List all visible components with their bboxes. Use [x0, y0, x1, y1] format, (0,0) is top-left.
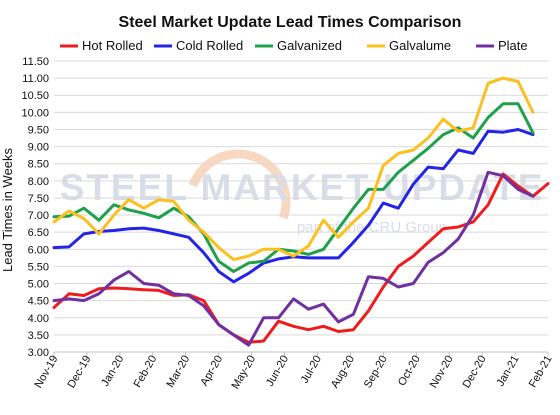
x-tick-label: Jul-20 [299, 354, 324, 386]
x-tick-label: Sep-20 [362, 354, 390, 391]
x-tick-label: Oct-20 [396, 354, 423, 389]
x-axis: Nov-19 Dec-19 Jan-20 Feb-20 Mar-20 Apr-20 May-… [32, 351, 555, 392]
y-tick-label: 10.50 [21, 90, 49, 102]
y-tick-label: 8.50 [28, 159, 49, 171]
series-line-galvanized [52, 102, 535, 273]
x-tick-label: Dec-20 [461, 353, 489, 390]
legend-label-cold-rolled: Cold Rolled [176, 38, 243, 53]
y-tick-label: 9.00 [28, 142, 49, 154]
y-tick-label: 3.00 [28, 347, 49, 359]
x-tick-label: Apr-20 [198, 354, 225, 389]
legend-label-hot-rolled: Hot Rolled [82, 38, 143, 53]
y-tick-label: 9.50 [28, 124, 49, 136]
y-axis-label: Lead Times in Weeks [0, 147, 15, 272]
chart-title: Steel Market Update Lead Times Compariso… [119, 14, 462, 31]
y-tick-label: 4.00 [28, 313, 49, 325]
legend-label-galvanized: Galvanized [277, 38, 342, 53]
legend-label-galvalume: Galvalume [389, 38, 451, 53]
y-tick-label: 6.00 [28, 244, 49, 256]
y-axis: 3.00 3.50 4.00 4.50 5.00 5.50 6.00 6.50 7.00 7.50… [21, 56, 49, 359]
watermark-text: STEEL MARKET UPDATE [60, 167, 545, 208]
y-tick-label: 3.50 [28, 330, 49, 342]
y-tick-label: 4.50 [28, 296, 49, 308]
x-tick-label: Jan-20 [99, 354, 126, 389]
y-tick-label: 11.50 [22, 56, 49, 68]
x-tick-label: Feb-20 [132, 354, 160, 390]
y-tick-label: 7.50 [28, 193, 49, 205]
y-tick-label: 10.00 [21, 107, 49, 119]
watermark-swoosh [185, 149, 291, 255]
y-tick-label: 5.00 [28, 279, 49, 291]
plot-series [52, 76, 550, 347]
x-tick-label: Dec-19 [65, 354, 93, 391]
x-tick-label: Jun-20 [264, 354, 291, 389]
y-tick-label: 6.50 [28, 227, 49, 239]
y-tick-label: 7.00 [28, 210, 49, 222]
legend: Hot Rolled Cold Rolled Galvanized Galvalume… [60, 38, 528, 53]
y-tick-label: 8.00 [28, 176, 49, 188]
series-line-galvalume [52, 76, 535, 262]
x-tick-label: Nov-20 [428, 354, 456, 391]
y-tick-label: 11.00 [22, 73, 49, 85]
x-tick-label: Mar-20 [165, 354, 193, 390]
legend-label-plate: Plate [498, 38, 528, 53]
series-line-plate [52, 170, 535, 347]
y-tick-label: 5.50 [28, 261, 49, 273]
x-tick-label: Aug-20 [329, 354, 357, 391]
x-tick-label: Nov-19 [32, 354, 60, 391]
x-tick-label: May-20 [229, 354, 258, 392]
x-tick-label: Jan-21 [494, 354, 521, 389]
x-tick-label: Feb-21 [527, 354, 555, 390]
